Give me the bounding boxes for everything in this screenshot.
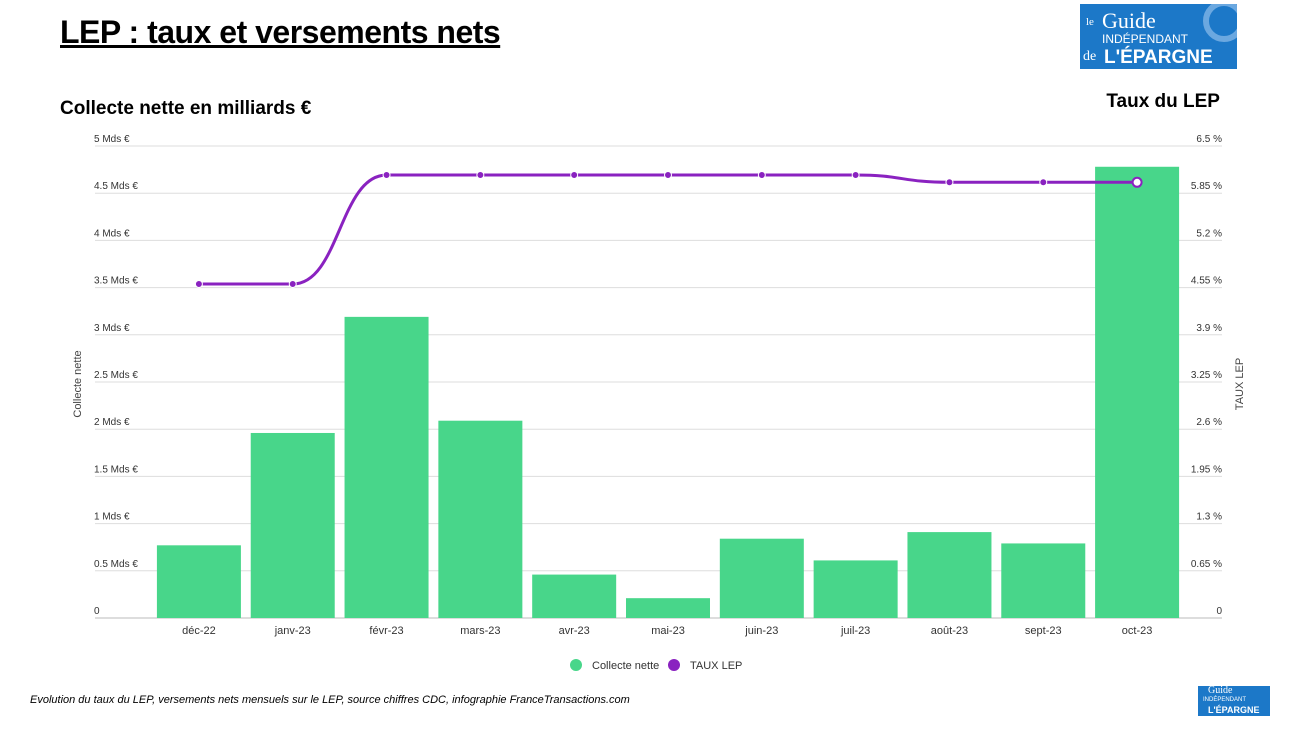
- logo-large: le Guide INDÉPENDANT de L'ÉPARGNE: [1080, 4, 1237, 69]
- logo-small-word-independant: INDÉPENDANT: [1203, 697, 1247, 703]
- left-tick-label: 2 Mds €: [94, 417, 130, 428]
- legend-swatch-taux: [668, 659, 680, 671]
- x-tick-label: juin-23: [744, 625, 778, 637]
- page-title: LEP : taux et versements nets: [60, 14, 501, 50]
- x-tick-label: déc-22: [182, 625, 216, 637]
- bar-mai-23[interactable]: [626, 598, 710, 618]
- bar-févr-23[interactable]: [344, 316, 429, 618]
- right-tick-label: 1.3 %: [1196, 512, 1222, 523]
- right-tick-label: 0: [1216, 606, 1222, 617]
- bar-déc-22[interactable]: [156, 545, 241, 618]
- left-tick-label: 0.5 Mds €: [94, 559, 138, 570]
- bar-août-23[interactable]: [907, 532, 992, 618]
- logo-small-word-guide: Guide: [1208, 686, 1233, 696]
- right-tick-label: 4.55 %: [1191, 276, 1222, 287]
- rate-point-juil-23[interactable]: [851, 171, 860, 180]
- rate-line: [194, 171, 1143, 288]
- bar-juin-23[interactable]: [719, 538, 804, 618]
- rate-point-févr-23[interactable]: [382, 171, 391, 180]
- x-tick-label: oct-23: [1122, 625, 1153, 637]
- right-tick-label: 0.65 %: [1191, 559, 1222, 570]
- left-tick-label: 4 Mds €: [94, 228, 130, 239]
- rate-point-janv-23[interactable]: [288, 279, 297, 288]
- rate-point-déc-22[interactable]: [194, 279, 203, 288]
- x-axis-ticks: déc-22 janv-23 févr-23 mars-23 avr-23 mai-23 j…: [182, 625, 1152, 637]
- legend-swatch-collecte: [570, 659, 582, 671]
- bar-juil-23[interactable]: [813, 560, 898, 618]
- logo-word-epargne: L'ÉPARGNE: [1104, 47, 1213, 68]
- rate-point-août-23[interactable]: [945, 178, 954, 187]
- logo-word-le: le: [1086, 16, 1094, 28]
- rate-point-mars-23[interactable]: [476, 171, 485, 180]
- x-tick-label: avr-23: [559, 625, 590, 637]
- right-tick-label: 5.2 %: [1196, 228, 1222, 239]
- legend-label-collecte[interactable]: Collecte nette: [592, 660, 659, 672]
- logo-word-de: de: [1083, 49, 1097, 64]
- left-axis-ticks: 0 0.5 Mds € 1 Mds € 1.5 Mds € 2 Mds € 2.5 Mds…: [94, 134, 138, 617]
- bar-oct-23[interactable]: [1095, 166, 1180, 618]
- bar-mars-23[interactable]: [438, 420, 523, 618]
- right-tick-label: 6.5 %: [1196, 134, 1222, 145]
- right-axis-title: Taux du LEP: [1106, 91, 1220, 112]
- left-tick-label: 1 Mds €: [94, 512, 130, 523]
- x-tick-label: sept-23: [1025, 625, 1062, 637]
- legend-label-taux[interactable]: TAUX LEP: [690, 660, 742, 672]
- right-axis-label: TAUX LEP: [1234, 358, 1246, 410]
- logo-small: Guide INDÉPENDANT L'ÉPARGNE: [1198, 686, 1270, 716]
- left-tick-label: 1.5 Mds €: [94, 464, 138, 475]
- chart: 0 0.5 Mds € 1 Mds € 1.5 Mds € 2 Mds € 2.5 Mds…: [72, 134, 1246, 672]
- rate-point-juin-23[interactable]: [757, 171, 766, 180]
- left-axis-title: Collecte nette en milliards €: [60, 98, 312, 119]
- left-tick-label: 4.5 Mds €: [94, 181, 138, 192]
- logo-word-guide: Guide: [1102, 8, 1156, 33]
- right-axis-ticks: 0 0.65 % 1.3 % 1.95 % 2.6 % 3.25 % 3.9 % 4.55 %…: [1191, 134, 1223, 617]
- left-tick-label: 3 Mds €: [94, 323, 130, 334]
- bar-avr-23[interactable]: [532, 574, 617, 618]
- rate-point-oct-23[interactable]: [1131, 176, 1143, 188]
- bars: [156, 166, 1180, 618]
- right-tick-label: 5.85 %: [1191, 181, 1222, 192]
- right-tick-label: 3.25 %: [1191, 370, 1222, 381]
- x-tick-label: juil-23: [840, 625, 870, 637]
- logo-small-word-epargne: L'ÉPARGNE: [1208, 705, 1260, 715]
- x-tick-label: mars-23: [460, 625, 500, 637]
- x-tick-label: mai-23: [651, 625, 685, 637]
- rate-point-sept-23[interactable]: [1039, 178, 1048, 187]
- right-tick-label: 3.9 %: [1196, 323, 1222, 334]
- rate-point-avr-23[interactable]: [570, 171, 579, 180]
- left-tick-label: 2.5 Mds €: [94, 370, 138, 381]
- x-tick-label: janv-23: [274, 625, 311, 637]
- logo-word-independant: INDÉPENDANT: [1102, 32, 1189, 46]
- left-tick-label: 5 Mds €: [94, 134, 130, 145]
- right-tick-label: 2.6 %: [1196, 417, 1222, 428]
- caption: Evolution du taux du LEP, versements net…: [30, 694, 630, 706]
- bar-janv-23[interactable]: [250, 432, 335, 618]
- x-tick-label: févr-23: [369, 625, 403, 637]
- rate-line-path: [198, 173, 1138, 286]
- right-tick-label: 1.95 %: [1191, 464, 1222, 475]
- rate-point-mai-23[interactable]: [664, 171, 672, 180]
- left-tick-label: 3.5 Mds €: [94, 276, 138, 287]
- left-tick-label: 0: [94, 606, 100, 617]
- legend: Collecte nette TAUX LEP: [570, 659, 742, 672]
- bar-sept-23[interactable]: [1001, 543, 1086, 618]
- x-tick-label: août-23: [931, 625, 968, 637]
- left-axis-label: Collecte nette: [72, 350, 84, 417]
